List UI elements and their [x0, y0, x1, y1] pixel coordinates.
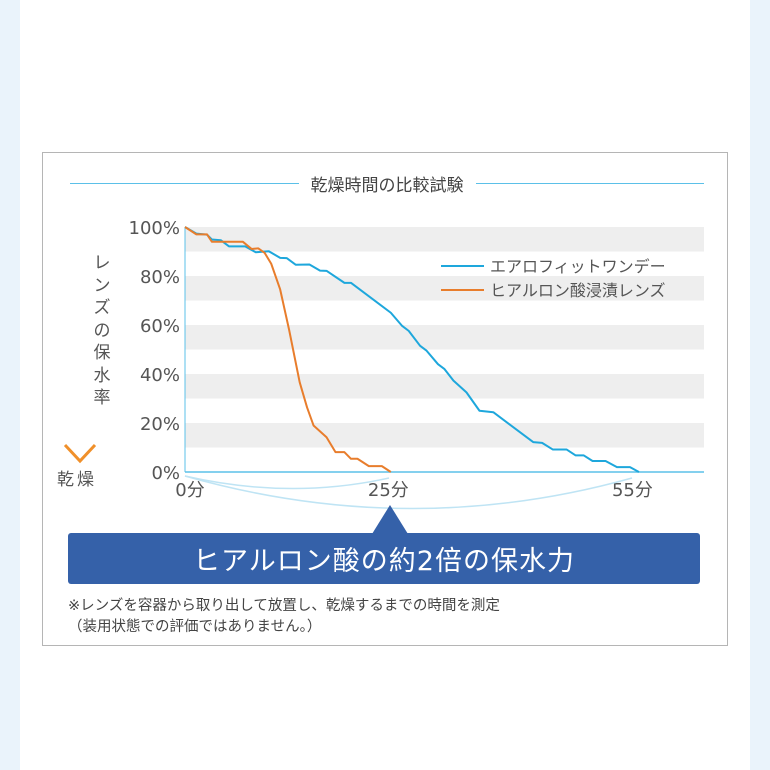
series-line-2: [184, 226, 392, 473]
grid-band: [185, 374, 704, 399]
y-tick-label: 100%: [129, 218, 180, 239]
y-tick-label: 60%: [140, 316, 180, 337]
y-tick-label: 20%: [140, 414, 180, 435]
grid-band: [185, 227, 704, 252]
grid-band: [185, 325, 704, 350]
series-line-1: [184, 226, 640, 473]
dry-arrow-head-icon: [63, 443, 97, 464]
legend-label: ヒアルロン酸浸漬レンズ: [490, 281, 666, 300]
title-rule-left: [70, 182, 299, 184]
bracket-arc-0-25: [184, 475, 390, 490]
y-tick-label: 40%: [140, 365, 180, 386]
chart-title-row: 乾燥時間の比較試験: [70, 170, 704, 196]
y-axis-label: レンズの保水率: [93, 253, 111, 408]
x-tick-label: 55分: [612, 480, 653, 501]
footnote-line: ※レンズを容器から取り出して放置し、乾燥するまでの時間を測定: [68, 598, 500, 614]
grid-band: [185, 276, 704, 301]
callout-pointer: [372, 505, 408, 534]
y-tick-label: 0%: [151, 463, 180, 484]
footnote: ※レンズを容器から取り出して放置し、乾燥するまでの時間を測定 （装用状態での評価…: [68, 596, 500, 638]
callout-banner: ヒアルロン酸の約2倍の保水力: [68, 533, 700, 584]
y-axis-bottom-label: 乾燥: [57, 470, 97, 490]
bracket-arc-0-55: [184, 475, 633, 510]
chart-title: 乾燥時間の比較試験: [310, 175, 464, 196]
title-rule-right: [475, 182, 704, 184]
y-tick-label: 80%: [140, 267, 180, 288]
grid-band: [185, 423, 704, 448]
legend-label: エアロフィットワンデー: [490, 257, 666, 276]
x-tick-label: 25分: [368, 480, 409, 501]
x-tick-label: 0分: [175, 480, 204, 501]
footnote-line: （装用状態での評価ではありません。）: [68, 619, 322, 635]
